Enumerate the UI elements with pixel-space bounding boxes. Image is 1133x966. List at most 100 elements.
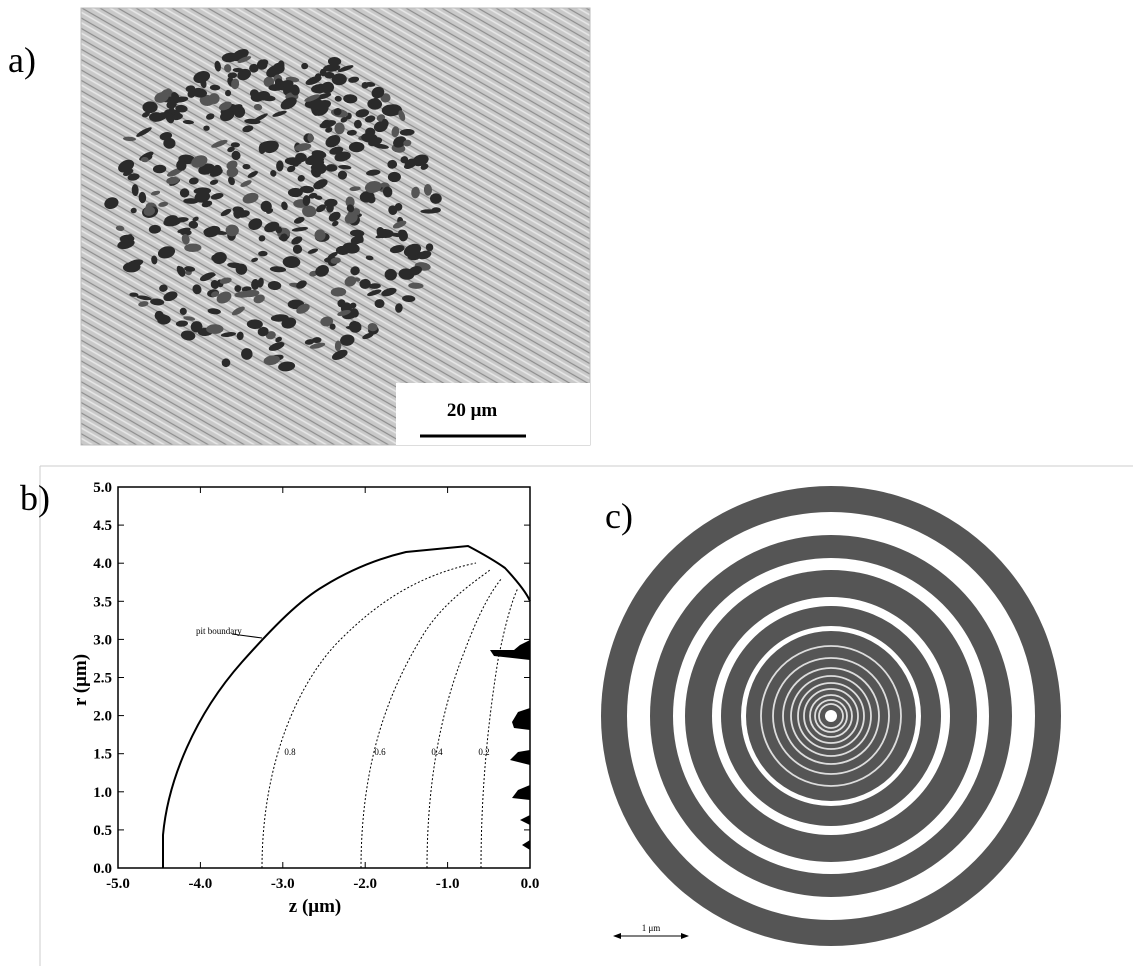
- pit: [313, 179, 328, 190]
- x-tick-label: -3.0: [271, 876, 295, 892]
- contour-label: 0.6: [374, 747, 386, 757]
- pit: [296, 280, 307, 289]
- annotation-line: [231, 633, 263, 639]
- pit: [340, 334, 355, 346]
- pit: [140, 157, 149, 163]
- pit: [417, 250, 432, 260]
- pit: [395, 303, 403, 313]
- pit: [246, 319, 263, 329]
- pit: [247, 171, 258, 178]
- pit: [371, 97, 380, 107]
- pit: [192, 216, 199, 222]
- pit: [249, 63, 259, 73]
- pit: [315, 265, 329, 277]
- pit: [227, 262, 243, 269]
- pit: [122, 136, 136, 142]
- pit: [334, 122, 345, 135]
- plot-frame: [117, 486, 531, 869]
- pit: [309, 342, 326, 349]
- pit: [320, 316, 334, 327]
- pit: [253, 103, 263, 111]
- pit: [367, 323, 378, 332]
- pit: [398, 230, 408, 242]
- pit: [338, 164, 352, 170]
- pit: [344, 212, 358, 224]
- pit: [297, 175, 305, 182]
- x-tick-label: -2.0: [353, 876, 377, 892]
- contour-label: 0.8: [284, 747, 296, 757]
- pit: [242, 125, 254, 133]
- pit: [348, 76, 360, 83]
- y-tick-label: 0.0: [93, 861, 112, 877]
- pit: [350, 266, 360, 276]
- pit: [344, 276, 357, 287]
- annotation: pit boundary: [196, 626, 242, 636]
- thin-ring: [809, 694, 853, 738]
- x-tick-label: -1.0: [436, 876, 460, 892]
- pit: [327, 57, 342, 66]
- pit: [337, 170, 348, 180]
- pit: [367, 195, 376, 204]
- pit: [205, 113, 215, 120]
- pit: [316, 109, 325, 115]
- pit: [290, 84, 300, 96]
- pit: [275, 336, 282, 343]
- pit: [423, 184, 433, 196]
- pit: [207, 308, 221, 315]
- pit: [340, 116, 348, 123]
- pit: [225, 224, 239, 237]
- pit: [250, 92, 265, 102]
- pit: [359, 278, 371, 289]
- pit: [193, 187, 212, 195]
- pit: [231, 150, 241, 161]
- pit: [280, 97, 297, 110]
- pit: [384, 268, 397, 281]
- pit: [331, 73, 347, 86]
- y-tick-label: 3.5: [93, 594, 112, 610]
- pit: [374, 299, 385, 309]
- pit: [219, 110, 235, 122]
- pit-boundary: [162, 544, 531, 868]
- pit: [181, 234, 190, 245]
- y-axis-label: r (μm): [70, 654, 91, 706]
- pit: [136, 295, 152, 301]
- pit: [188, 220, 199, 229]
- pit: [308, 192, 318, 199]
- pit: [420, 209, 437, 214]
- pit: [429, 193, 442, 204]
- pit: [371, 86, 385, 99]
- pit: [209, 179, 219, 185]
- pit: [393, 136, 407, 148]
- pit: [425, 243, 434, 252]
- pit: [301, 62, 309, 70]
- pit: [151, 255, 158, 265]
- pit: [258, 235, 266, 242]
- pit: [172, 96, 189, 103]
- pit: [208, 93, 220, 105]
- pit: [212, 164, 223, 176]
- y-tick-label: 1.0: [93, 785, 112, 801]
- pit: [136, 127, 152, 137]
- pit: [152, 164, 167, 174]
- pit: [182, 119, 195, 125]
- pit: [219, 277, 232, 284]
- pit: [205, 273, 216, 279]
- pit: [304, 339, 315, 345]
- pit: [126, 234, 133, 240]
- pit: [389, 244, 405, 254]
- pit: [241, 348, 253, 360]
- contour: [426, 577, 503, 869]
- micrograph-frame: [80, 7, 591, 446]
- pit: [188, 177, 199, 185]
- pit: [148, 224, 161, 234]
- y-tick-label: 2.0: [93, 709, 112, 725]
- pit: [281, 201, 288, 211]
- pit: [361, 132, 378, 143]
- pit: [131, 184, 139, 197]
- pit: [304, 94, 320, 102]
- pit: [211, 291, 219, 298]
- x-axis-label: z (μm): [289, 896, 341, 917]
- pit: [334, 151, 351, 162]
- pit: [115, 225, 125, 232]
- pit: [130, 207, 137, 214]
